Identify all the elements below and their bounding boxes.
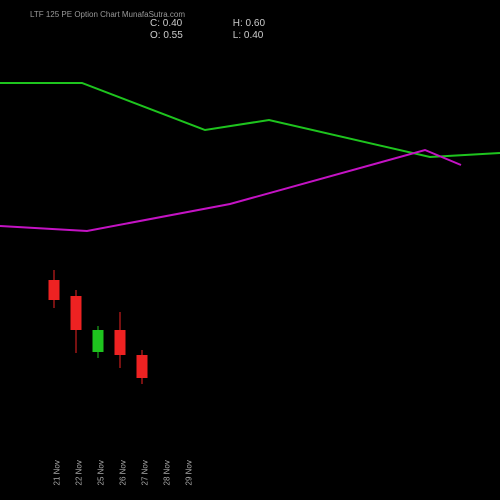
x-axis-label: 26 Nov [119,460,128,485]
candle [137,350,148,384]
x-axis-label: 27 Nov [141,460,150,485]
x-axis-label: 25 Nov [97,460,106,485]
candle [49,270,60,308]
candle [115,312,126,368]
lines-layer [0,83,500,231]
x-axis-label: 28 Nov [163,460,172,485]
chart-container: { "title": "LTF 125 PE Option Chart Muna… [0,0,500,500]
candle [93,326,104,358]
candles-layer [49,270,148,384]
x-axis-label: 22 Nov [75,460,84,485]
x-axis-label: 21 Nov [53,460,62,485]
magenta-line [0,150,461,231]
x-axis-label: 29 Nov [185,460,194,485]
green-line [0,83,500,157]
x-axis-labels: 21 Nov22 Nov25 Nov26 Nov27 Nov28 Nov29 N… [0,420,500,480]
candle [71,290,82,353]
